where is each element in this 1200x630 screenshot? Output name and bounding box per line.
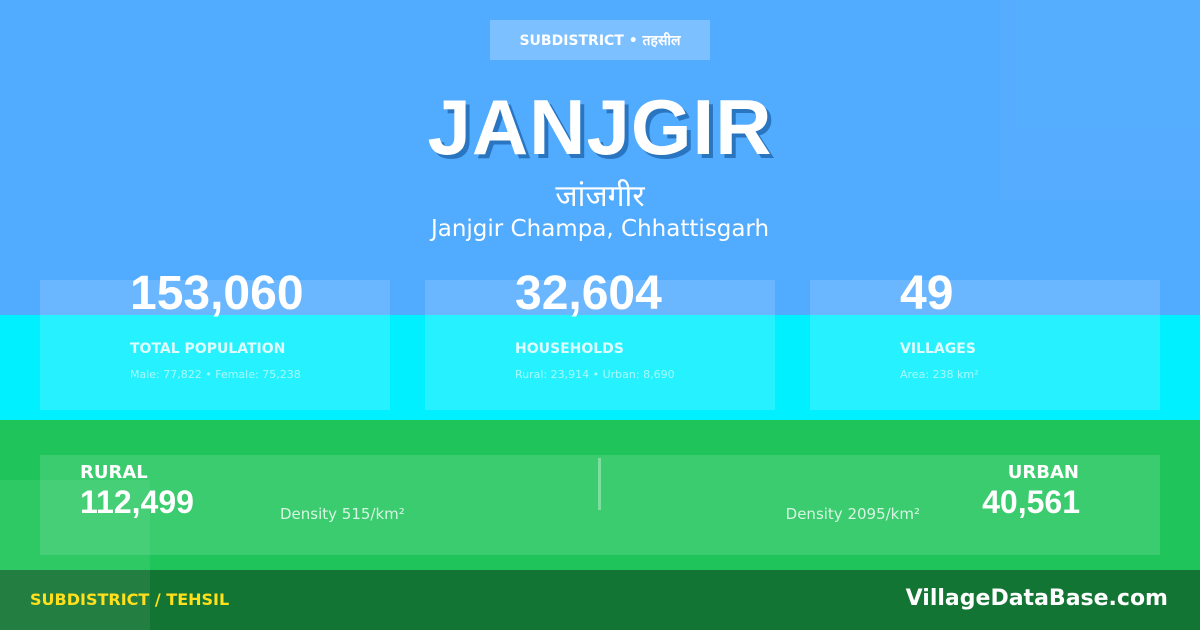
urban-label: URBAN	[1007, 462, 1079, 483]
stat-sub: Rural: 23,914 • Urban: 8,690	[515, 368, 675, 381]
stat-value: 153,060	[130, 267, 304, 320]
title-hindi: जांजगीर	[555, 179, 645, 214]
rural-urban-panel	[40, 455, 1160, 555]
header-band	[0, 0, 1200, 315]
rural-density: Density 515/km²	[280, 505, 405, 523]
stat-value: 49	[900, 267, 954, 320]
rural-label: RURAL	[80, 462, 148, 483]
urban-density: Density 2095/km²	[785, 505, 920, 523]
footer-label: SUBDISTRICT / TEHSIL	[30, 590, 230, 609]
stats-band	[0, 315, 1200, 420]
footer-band	[0, 570, 1200, 630]
type-badge: SUBDISTRICT • तहसील	[490, 20, 710, 60]
stat-value: 32,604	[515, 267, 662, 320]
divider	[598, 458, 601, 510]
stat-sub: Area: 238 km²	[900, 368, 979, 381]
stat-label: VILLAGES	[900, 341, 976, 357]
page-title: JANJGIR	[427, 83, 773, 171]
site-logo[interactable]: VillageDataBase.com	[905, 586, 1168, 611]
stat-card-villages: 49 VILLAGES Area: 238 km²	[810, 267, 1160, 410]
stat-card-population: 153,060 TOTAL POPULATION Male: 77,822 • …	[40, 267, 390, 410]
decorative-square	[0, 480, 150, 630]
urban-value: 40,561	[982, 484, 1080, 520]
rural-value: 112,499	[80, 484, 194, 520]
stat-sub: Male: 77,822 • Female: 75,238	[130, 368, 301, 381]
stat-card-households: 32,604 HOUSEHOLDS Rural: 23,914 • Urban:…	[425, 267, 775, 410]
stat-label: HOUSEHOLDS	[515, 341, 624, 357]
rural-urban-band	[0, 420, 1200, 570]
location: Janjgir Champa, Chhattisgarh	[430, 216, 770, 242]
stat-label: TOTAL POPULATION	[130, 341, 286, 357]
